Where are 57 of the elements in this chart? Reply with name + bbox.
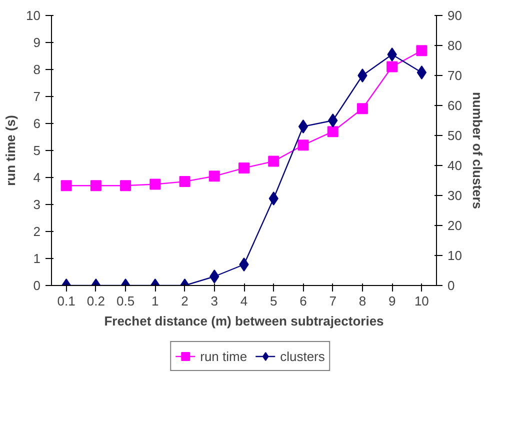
y2-tick-label: 40 — [448, 158, 462, 173]
point — [90, 180, 102, 192]
y2-tick-label: 50 — [448, 128, 462, 143]
x-tick-label: 3 — [210, 294, 218, 308]
point — [150, 178, 161, 190]
x-tick-label: 4 — [240, 294, 248, 308]
y-tick-label: 2 — [33, 224, 41, 239]
legend-label: run time — [200, 348, 248, 364]
x-tick-label: 0.2 — [86, 294, 105, 308]
y2-tick-label: 90 — [448, 8, 462, 23]
point — [327, 126, 338, 138]
y2-axis-title: number of clusters — [470, 92, 485, 210]
y2-tick-label: 0 — [448, 278, 455, 293]
y2-tick-label: 30 — [448, 188, 462, 203]
x-tick-label: 6 — [300, 294, 307, 308]
x-tick-label: 5 — [270, 294, 278, 308]
x-tick-label: 10 — [414, 294, 429, 308]
point — [358, 68, 368, 82]
y2-tick-label: 60 — [448, 98, 462, 113]
y-tick-label: 6 — [33, 116, 41, 131]
y-tick-label: 5 — [33, 143, 41, 158]
y-tick-label: 8 — [33, 62, 41, 77]
y-tick-label: 7 — [33, 89, 41, 104]
y2-tick-label: 20 — [448, 218, 462, 233]
x-tick-label: 8 — [358, 294, 366, 308]
y2-tick-label: 10 — [448, 248, 462, 263]
y-tick-label: 0 — [33, 278, 41, 293]
point — [356, 103, 368, 114]
x-axis-title: Frechet distance (m) between subtrajectories — [104, 314, 384, 328]
point — [416, 66, 427, 80]
point — [179, 176, 190, 188]
point — [60, 180, 72, 192]
x-tick-label: 0.5 — [116, 294, 135, 308]
point — [298, 140, 309, 151]
point — [238, 162, 250, 174]
x-tick-label: 9 — [388, 294, 396, 308]
point — [268, 156, 280, 167]
y-axis-title: run time (s) — [3, 115, 18, 186]
point — [120, 180, 132, 192]
x-tick-label: 7 — [329, 294, 336, 308]
y-tick-label: 1 — [33, 251, 41, 266]
y-tick-label: 3 — [33, 197, 41, 212]
y-tick-label: 9 — [33, 35, 41, 50]
x-tick-label: 1 — [152, 294, 159, 308]
x-tick-label: 2 — [181, 294, 188, 308]
point — [328, 114, 338, 128]
point — [386, 61, 398, 72]
legend-label: clusters — [280, 348, 325, 364]
point — [208, 170, 220, 182]
x-tick-label: 0.1 — [57, 294, 76, 308]
point — [387, 48, 397, 62]
point — [416, 45, 428, 56]
y2-tick-label: 70 — [448, 68, 462, 83]
y-tick-label: 4 — [33, 170, 41, 185]
y-tick-label: 10 — [26, 8, 41, 23]
y2-tick-label: 80 — [448, 38, 462, 53]
point — [298, 120, 308, 134]
